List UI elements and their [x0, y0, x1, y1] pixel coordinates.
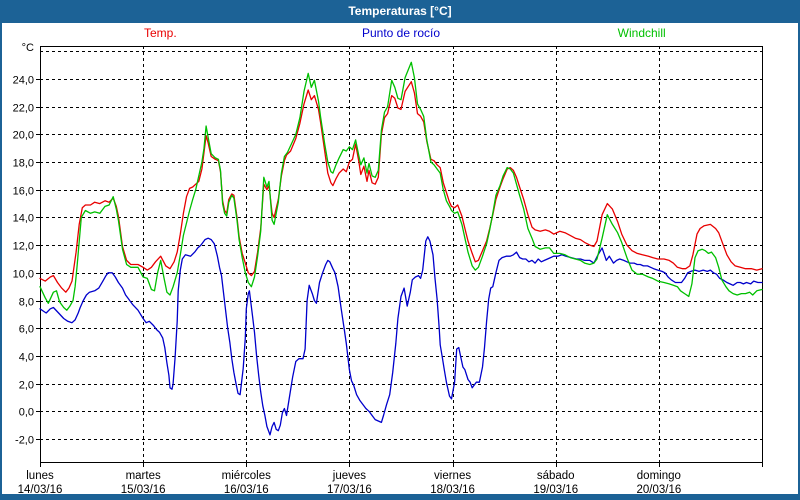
- y-tick-label: 18,0: [13, 158, 34, 170]
- x-tick-weekday: lunes: [26, 470, 54, 482]
- chart-title: Temperaturas [°C]: [348, 4, 452, 18]
- y-tick-label: 22,0: [13, 103, 34, 115]
- y-tick-label: 4,0: [19, 352, 34, 364]
- y-tick-label: 0,0: [19, 407, 34, 419]
- x-tick-date: 14/03/16: [18, 484, 63, 496]
- y-tick-label: 14,0: [13, 213, 34, 225]
- title-bar: Temperaturas [°C]: [0, 0, 800, 23]
- y-tick-label: 20,0: [13, 130, 34, 142]
- y-tick-label: 10,0: [13, 269, 34, 281]
- legend-item-temp: Temp.: [143, 26, 177, 40]
- x-tick-date: 17/03/16: [327, 484, 372, 496]
- y-axis-unit-label: °C: [22, 42, 34, 54]
- series-line-temp: [39, 81, 763, 293]
- y-tick-label: 12,0: [13, 241, 34, 253]
- x-tick-date: 19/03/16: [533, 484, 578, 496]
- legend-item-dew-point: Punto de rocío: [361, 26, 441, 40]
- y-tick-label: 16,0: [13, 186, 34, 198]
- series-line-dew: [39, 236, 763, 436]
- x-tick-date: 15/03/16: [121, 484, 166, 496]
- x-tick-weekday: martes: [126, 470, 161, 482]
- y-tick-label: 2,0: [19, 380, 34, 392]
- x-tick-weekday: jueves: [332, 470, 366, 482]
- legend-item-windchill: Windchill: [617, 26, 666, 40]
- x-tick-weekday: viernes: [434, 470, 471, 482]
- series-line-windchill: [39, 61, 763, 311]
- x-tick-date: 16/03/16: [224, 484, 269, 496]
- plot-frame: [40, 46, 763, 463]
- y-tick-label: 24,0: [13, 75, 34, 87]
- y-tick-label: 6,0: [19, 324, 34, 336]
- y-tick-label: 8,0: [19, 297, 34, 309]
- x-tick-weekday: domingo: [637, 470, 681, 482]
- legend: Temp. Punto de rocío Windchill: [40, 26, 762, 42]
- x-tick-date: 20/03/16: [636, 484, 681, 496]
- x-tick-weekday: sábado: [537, 470, 575, 482]
- x-tick-weekday: miércoles: [222, 470, 271, 482]
- x-tick-date: 18/03/16: [430, 484, 475, 496]
- y-tick-label: -2,0: [15, 435, 34, 447]
